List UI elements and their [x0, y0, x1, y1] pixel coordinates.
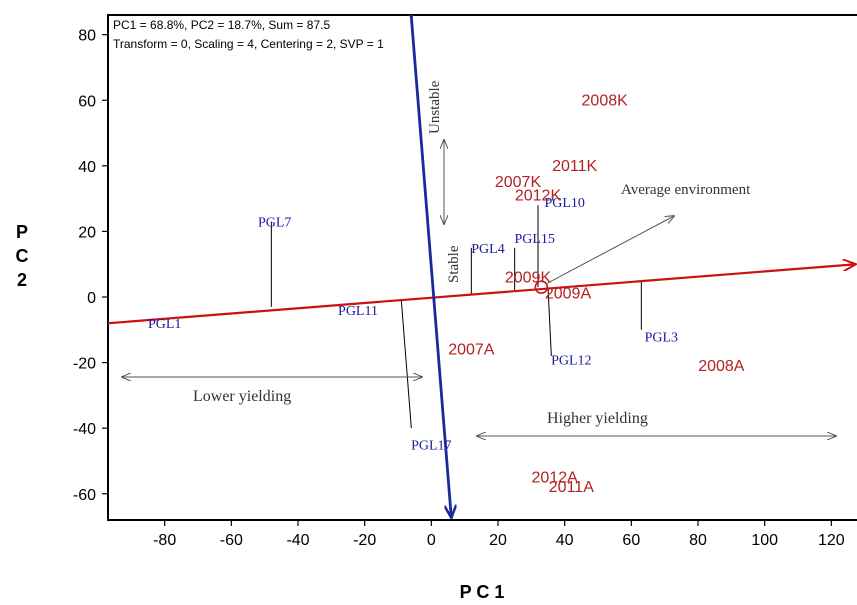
- y-tick-label: 20: [78, 224, 96, 241]
- y-axis-label-c: C: [16, 246, 29, 266]
- genotype-point-label: PGL4: [471, 242, 504, 257]
- x-tick-label: 80: [689, 532, 707, 549]
- environment-point-label: 2011A: [549, 479, 594, 496]
- chart-subtitle-line1: PC1 = 68.8%, PC2 = 18.7%, Sum = 87.5: [113, 18, 330, 32]
- x-tick-label: 60: [622, 532, 640, 549]
- environment-point-label: 2012K: [515, 187, 562, 204]
- x-tick-label: -20: [353, 532, 376, 549]
- y-tick-label: -40: [73, 421, 96, 438]
- genotype-point-label: PGL7: [258, 216, 291, 231]
- y-axis-label-p: P: [16, 222, 28, 242]
- environment-point-label: 2009A: [545, 286, 592, 303]
- y-axis-label-2: 2: [17, 270, 27, 290]
- ate-ordinate-arrow: [411, 17, 451, 518]
- y-tick-label: 0: [87, 290, 96, 307]
- y-tick-label: 80: [78, 28, 96, 45]
- x-tick-label: -40: [286, 532, 309, 549]
- environment-point-label: 2008A: [698, 358, 745, 375]
- genotype-point-label: PGL1: [148, 317, 181, 332]
- unstable-annotation: Unstable: [427, 80, 443, 134]
- x-tick-label: 40: [556, 532, 574, 549]
- genotype-point-label: PGL11: [338, 304, 378, 319]
- projection-line: [547, 287, 552, 357]
- genotype-point-label: PGL17: [411, 439, 451, 454]
- higher-yielding-annotation: Higher yielding: [547, 410, 648, 427]
- x-tick-label: 20: [489, 532, 507, 549]
- y-tick-label: 40: [78, 159, 96, 176]
- ate-abscissa-arrow: [108, 264, 856, 325]
- chart-subtitle-line2: Transform = 0, Scaling = 4, Centering = …: [113, 37, 384, 51]
- average-environment-arrow: [547, 216, 674, 284]
- environment-point-label: 2008K: [582, 92, 629, 109]
- environment-point-label: 2009K: [505, 269, 552, 286]
- genotype-point-label: PGL10: [544, 196, 584, 211]
- genotype-point-label: PGL12: [551, 353, 591, 368]
- environment-point-label: 2011K: [552, 158, 597, 175]
- x-tick-label: 0: [427, 532, 436, 549]
- environment-point-label: 2007K: [495, 174, 542, 191]
- environment-point-label: 2007A: [448, 341, 495, 358]
- genotype-point-label: PGL15: [514, 232, 554, 247]
- y-tick-label: -20: [73, 356, 96, 373]
- y-tick-label: -60: [73, 487, 96, 504]
- x-tick-label: -80: [153, 532, 176, 549]
- genotype-point-label: PGL3: [645, 330, 678, 345]
- average-environment-marker: [534, 280, 549, 294]
- environment-point-label: 2012A: [532, 469, 579, 486]
- x-tick-label: -60: [220, 532, 243, 549]
- x-axis-label: P C 1: [460, 582, 505, 602]
- plot-frame: [107, 14, 857, 521]
- x-tick-label: 100: [751, 532, 778, 549]
- stable-annotation: Stable: [446, 245, 462, 283]
- x-tick-label: 120: [818, 532, 845, 549]
- average-environment-annotation: Average environment: [621, 182, 751, 198]
- projection-line: [400, 300, 412, 429]
- lower-yielding-annotation: Lower yielding: [193, 388, 291, 405]
- y-tick-label: 60: [78, 93, 96, 110]
